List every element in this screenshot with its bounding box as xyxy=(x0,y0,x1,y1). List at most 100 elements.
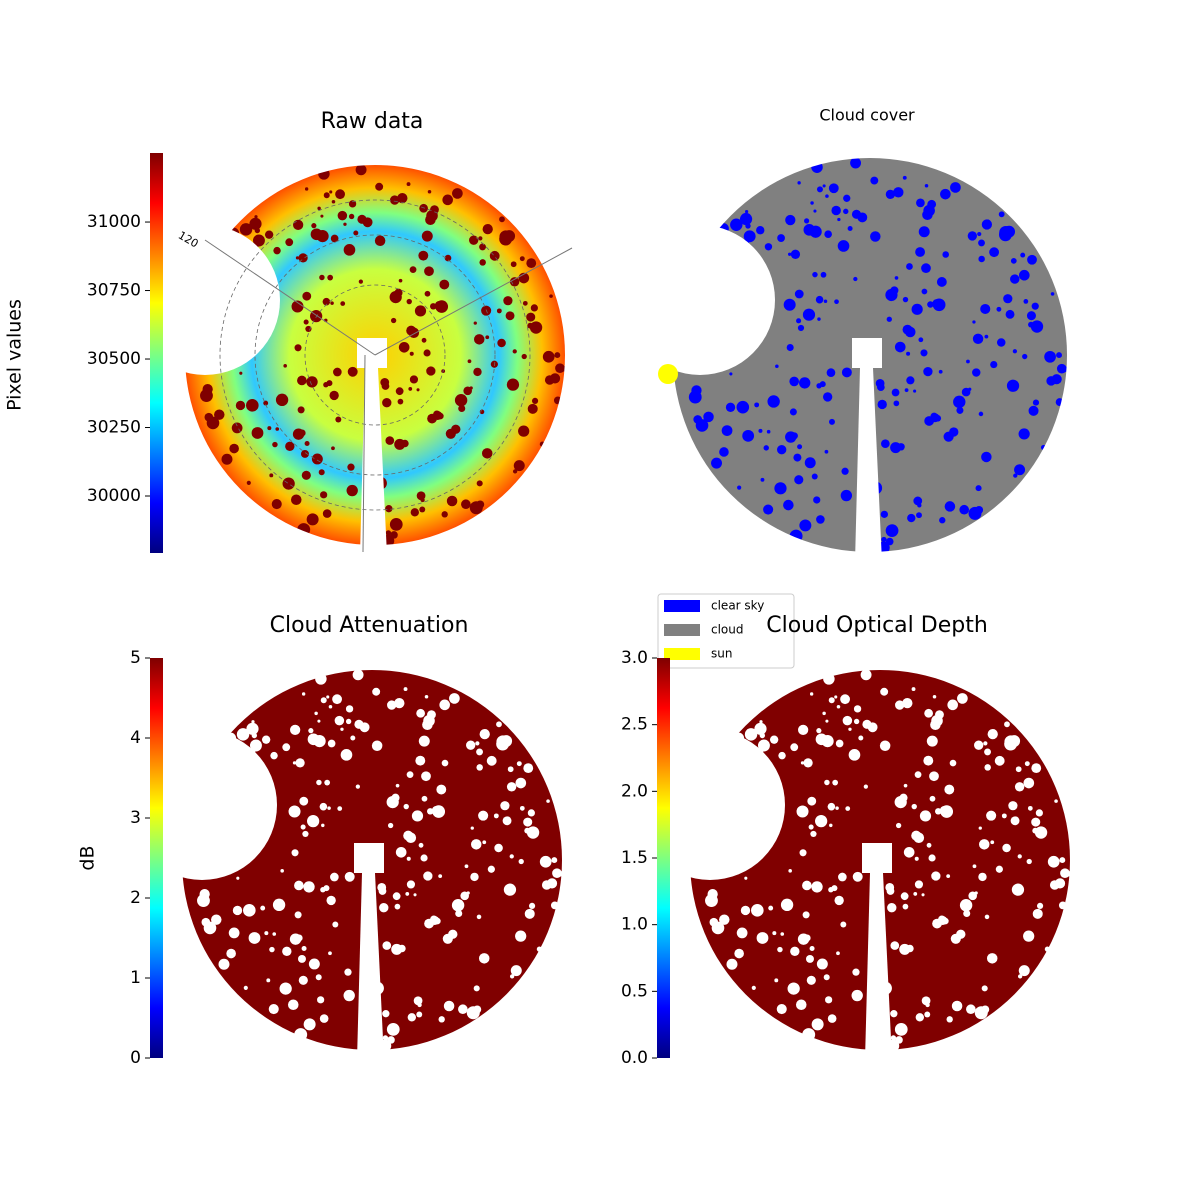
cloud-patch xyxy=(421,771,431,782)
cloud-patch xyxy=(303,1018,316,1031)
cloud-patch xyxy=(826,368,836,377)
cloud-patch xyxy=(887,1039,900,1052)
cloud-patch xyxy=(803,224,816,236)
cloud-patch xyxy=(264,931,269,936)
cloud-patch xyxy=(774,482,787,495)
cloud-patch xyxy=(802,880,812,891)
cloud-patch xyxy=(256,236,260,241)
panel-title: Raw data xyxy=(321,109,424,134)
cloud-patch xyxy=(746,232,751,236)
cloud-patch xyxy=(903,846,915,858)
cloud-patch xyxy=(745,210,749,214)
cloud-patch xyxy=(413,893,417,897)
cloud-patch xyxy=(834,695,838,699)
cloud-patch xyxy=(794,289,804,299)
cloud-patch xyxy=(906,351,911,356)
cloud-patch xyxy=(299,796,309,806)
cloud-patch xyxy=(853,718,860,725)
cloud-patch xyxy=(485,335,490,340)
colorbar-tick-label: 3.0 xyxy=(621,648,648,668)
cloud-patch xyxy=(403,687,408,692)
cloud-patch xyxy=(466,740,476,750)
cloud-patch xyxy=(303,881,315,893)
cloud-patch xyxy=(914,856,919,861)
cloud-patch xyxy=(864,443,875,453)
cloud-patch xyxy=(536,946,542,952)
cloud-patch xyxy=(493,813,499,819)
cloud-patch xyxy=(379,903,389,913)
cloud-patch xyxy=(974,891,978,895)
cloud-patch xyxy=(398,341,410,353)
colorbar-label: dB xyxy=(77,845,99,870)
cloud-patch xyxy=(416,1011,423,1018)
cloud-patch xyxy=(358,279,363,284)
cloud-patch xyxy=(1028,405,1039,416)
cloud-patch xyxy=(816,958,828,970)
cloud-patch xyxy=(923,811,930,818)
colorbar-tick-label: 1.0 xyxy=(621,915,648,935)
cloud-patch xyxy=(883,854,889,859)
cloud-patch xyxy=(744,239,750,245)
cloud-patch xyxy=(904,326,916,338)
cloud-patch xyxy=(915,1013,924,1022)
cloud-patch xyxy=(369,440,380,450)
cloud-patch xyxy=(823,974,830,981)
cloud-patch xyxy=(887,903,897,913)
cloud-patch xyxy=(851,209,862,219)
cloud-patch xyxy=(294,1028,308,1042)
cloud-patch xyxy=(1044,350,1056,363)
cloud-patch xyxy=(705,801,718,815)
cloud-patch xyxy=(246,480,251,485)
cloud-patch xyxy=(852,968,860,976)
cloud-patch xyxy=(1022,353,1028,360)
cloud-patch xyxy=(291,300,304,313)
cloud-patch xyxy=(974,740,984,750)
sun-marker xyxy=(658,364,678,384)
cloud-patch xyxy=(301,945,307,951)
cloud-patch xyxy=(326,695,330,699)
cloud-patch xyxy=(441,511,448,518)
cloud-patch xyxy=(448,929,458,939)
cloud-patch xyxy=(478,236,483,241)
cloud-patch xyxy=(251,770,261,780)
cloud-patch xyxy=(804,218,810,224)
cloud-patch xyxy=(916,198,925,208)
colorbar-tick-label: 30750 xyxy=(87,281,141,301)
cloud-patch xyxy=(337,806,343,811)
cloud-patch xyxy=(357,214,367,224)
cloud-patch xyxy=(845,806,851,811)
cloud-patch xyxy=(986,810,997,821)
cloud-patch xyxy=(389,518,403,531)
cloud-patch xyxy=(756,226,765,235)
cloud-patch xyxy=(966,359,970,364)
cloud-patch xyxy=(346,484,358,497)
cloud-patch xyxy=(507,766,514,773)
cloud-patch xyxy=(731,859,743,870)
cloud-patch xyxy=(197,801,210,815)
cloud-patch xyxy=(885,189,896,200)
cloud-patch xyxy=(473,321,477,325)
cloud-patch xyxy=(740,905,751,916)
cloud-patch xyxy=(754,402,760,408)
cloud-patch xyxy=(1018,269,1030,281)
cloud-patch xyxy=(796,805,809,818)
cloud-patch xyxy=(319,802,328,811)
cloud-patch xyxy=(295,758,305,768)
cloud-patch xyxy=(368,364,372,368)
cloud-patch xyxy=(355,164,367,176)
cloud-patch xyxy=(197,894,210,907)
cloud-patch xyxy=(271,498,282,510)
cloud-patch xyxy=(427,808,434,815)
cloud-patch xyxy=(739,212,753,226)
cloud-patch xyxy=(808,824,814,830)
cloud-patch xyxy=(777,445,787,455)
cloud-patch xyxy=(215,813,226,823)
cloud-patch xyxy=(319,1014,329,1023)
cloud-patch xyxy=(444,254,452,262)
cloud-patch xyxy=(314,711,318,716)
cloud-patch xyxy=(851,989,863,1002)
cloud-patch xyxy=(848,749,861,761)
cloud-patch xyxy=(823,299,828,304)
cloud-patch xyxy=(942,251,949,258)
cloud-patch xyxy=(843,194,851,202)
